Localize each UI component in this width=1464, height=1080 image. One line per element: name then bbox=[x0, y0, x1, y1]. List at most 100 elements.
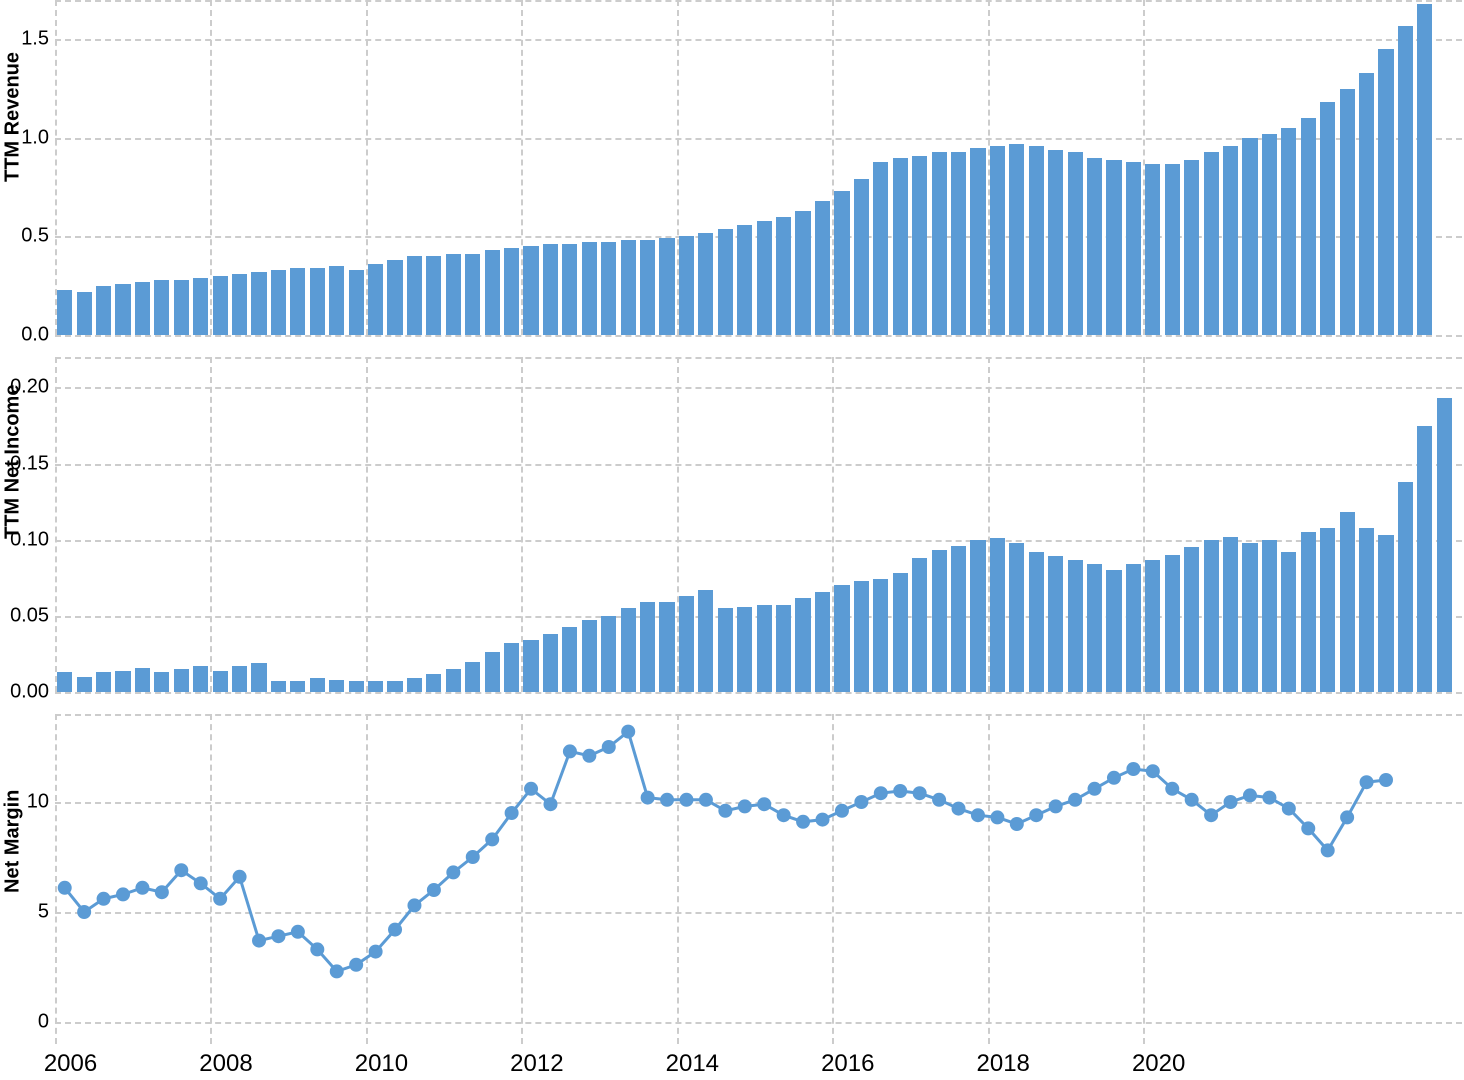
netincome-bar bbox=[96, 672, 111, 692]
netmargin-marker bbox=[194, 876, 208, 890]
revenue-bar bbox=[970, 148, 985, 335]
xtick-label: 2008 bbox=[199, 1044, 252, 1078]
revenue-bar bbox=[465, 254, 480, 335]
netmargin-marker bbox=[1224, 795, 1238, 809]
netincome-bar bbox=[757, 605, 772, 692]
revenue-bar bbox=[387, 260, 402, 335]
netincome-bar bbox=[1320, 528, 1335, 692]
ytick-label: 0.00 bbox=[10, 681, 55, 704]
ytick-label: 10 bbox=[27, 791, 55, 814]
netmargin-marker bbox=[1146, 764, 1160, 778]
revenue-bar bbox=[251, 272, 266, 335]
netincome-bar bbox=[251, 663, 266, 692]
netincome-bar bbox=[543, 634, 558, 692]
gridline-h bbox=[55, 39, 1462, 41]
netmargin-marker bbox=[1282, 802, 1296, 816]
revenue-bar bbox=[1106, 160, 1121, 335]
revenue-bar bbox=[659, 238, 674, 335]
netmargin-marker bbox=[310, 942, 324, 956]
netincome-bar bbox=[562, 627, 577, 692]
netmargin-marker bbox=[291, 925, 305, 939]
netincome-bar bbox=[601, 616, 616, 692]
revenue-bar bbox=[1340, 89, 1355, 335]
revenue-bar bbox=[718, 229, 733, 335]
revenue-bar bbox=[698, 233, 713, 335]
revenue-bar bbox=[1068, 152, 1083, 335]
revenue-bar bbox=[854, 179, 869, 335]
xtick-label: 2020 bbox=[1132, 1044, 1185, 1078]
netincome-bar bbox=[349, 681, 364, 692]
netmargin-marker bbox=[854, 795, 868, 809]
netincome-bar bbox=[1009, 543, 1024, 692]
netincome-bar bbox=[232, 666, 247, 692]
netincome-bar bbox=[970, 540, 985, 692]
netincome-bar bbox=[1106, 570, 1121, 692]
netincome-bar bbox=[912, 558, 927, 692]
ytick-label: 1.0 bbox=[21, 126, 55, 149]
netmargin-marker bbox=[349, 958, 363, 972]
netmargin-marker bbox=[155, 885, 169, 899]
gridline-v bbox=[366, 357, 368, 692]
netincome-bar bbox=[776, 605, 791, 692]
revenue-bar bbox=[543, 244, 558, 335]
netincome-bar bbox=[1437, 398, 1452, 692]
netmargin-marker bbox=[1379, 773, 1393, 787]
netmargin-marker bbox=[1301, 821, 1315, 835]
ytick-label: 0.10 bbox=[10, 528, 55, 551]
panel-netmargin: Net Margin051020062008201020122014201620… bbox=[55, 714, 1454, 1044]
revenue-bar bbox=[640, 240, 655, 335]
ytick-label: 0.0 bbox=[21, 324, 55, 347]
revenue-bar bbox=[115, 284, 130, 335]
netmargin-marker bbox=[602, 740, 616, 754]
revenue-bar bbox=[1009, 144, 1024, 335]
netmargin-marker bbox=[427, 883, 441, 897]
gridline-h bbox=[55, 464, 1462, 466]
netmargin-marker bbox=[233, 870, 247, 884]
netmargin-marker bbox=[796, 815, 810, 829]
revenue-bar bbox=[1417, 4, 1432, 335]
netincome-bar bbox=[873, 579, 888, 692]
netincome-bar bbox=[834, 585, 849, 692]
netincome-bar bbox=[1029, 552, 1044, 692]
revenue-bar bbox=[932, 152, 947, 335]
netmargin-marker bbox=[388, 923, 402, 937]
revenue-bar bbox=[154, 280, 169, 335]
revenue-bar bbox=[1223, 146, 1238, 335]
revenue-bar bbox=[96, 286, 111, 335]
netmargin-marker bbox=[485, 832, 499, 846]
netincome-bar bbox=[679, 596, 694, 692]
revenue-bar bbox=[1145, 164, 1160, 335]
netincome-bar bbox=[310, 678, 325, 692]
netincome-bar bbox=[1378, 535, 1393, 692]
netmargin-marker bbox=[466, 850, 480, 864]
netmargin-marker bbox=[893, 784, 907, 798]
revenue-bar bbox=[951, 152, 966, 335]
netincome-bar bbox=[932, 550, 947, 692]
netmargin-marker bbox=[446, 865, 460, 879]
netincome-bar bbox=[1417, 426, 1432, 692]
netincome-bar bbox=[621, 608, 636, 692]
revenue-bar bbox=[57, 290, 72, 335]
revenue-bar bbox=[1087, 158, 1102, 335]
netincome-bar bbox=[1281, 552, 1296, 692]
revenue-bar bbox=[601, 242, 616, 335]
netmargin-marker bbox=[1088, 782, 1102, 796]
netmargin-marker bbox=[777, 808, 791, 822]
netincome-bar bbox=[718, 608, 733, 692]
netincome-bar bbox=[1398, 482, 1413, 692]
netmargin-marker bbox=[135, 881, 149, 895]
gridline-h bbox=[55, 335, 1462, 337]
revenue-bar bbox=[1359, 73, 1374, 335]
revenue-bar bbox=[1029, 146, 1044, 335]
revenue-bar bbox=[815, 201, 830, 335]
netmargin-marker bbox=[524, 782, 538, 796]
netmargin-marker bbox=[718, 804, 732, 818]
netmargin-marker bbox=[252, 934, 266, 948]
revenue-bar bbox=[349, 270, 364, 335]
ytick-label: 0.20 bbox=[10, 376, 55, 399]
netmargin-svg bbox=[55, 714, 1454, 1044]
xtick-label: 2006 bbox=[44, 1044, 97, 1078]
revenue-bar bbox=[1126, 162, 1141, 335]
netincome-bar bbox=[815, 592, 830, 693]
revenue-bar bbox=[213, 276, 228, 335]
